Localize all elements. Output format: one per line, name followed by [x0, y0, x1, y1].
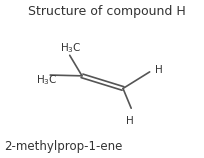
Text: Structure of compound H: Structure of compound H [28, 5, 185, 18]
Text: H$_3$C: H$_3$C [60, 41, 82, 55]
Text: H$_3$C: H$_3$C [36, 74, 57, 88]
Text: 2-methylprop-1-ene: 2-methylprop-1-ene [4, 140, 122, 153]
Text: H: H [126, 116, 133, 126]
Text: H: H [154, 65, 162, 75]
